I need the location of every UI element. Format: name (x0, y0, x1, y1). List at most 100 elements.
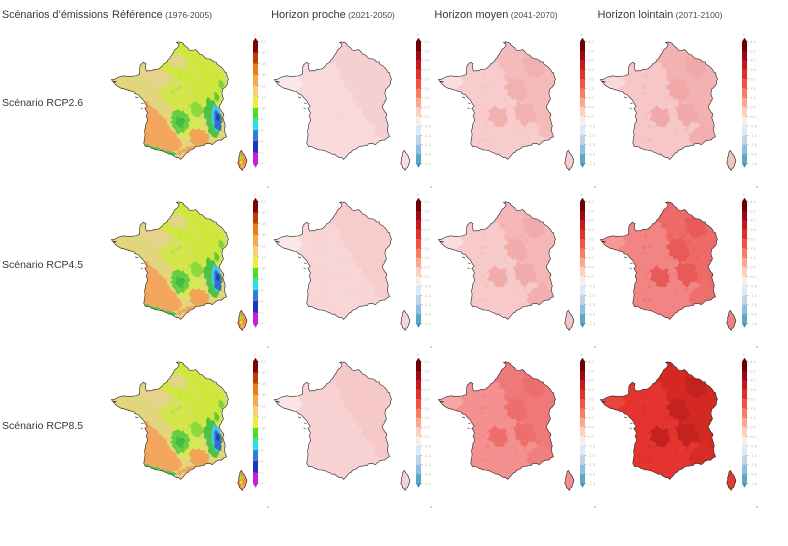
svg-text:-0.5: -0.5 (588, 283, 596, 288)
svg-text:0.0: 0.0 (424, 274, 430, 279)
svg-text:3.0: 3.0 (750, 58, 756, 63)
svg-text:0.5: 0.5 (588, 425, 594, 430)
svg-text:12: 12 (261, 254, 266, 259)
svg-text:3.5: 3.5 (424, 368, 430, 373)
svg-text:0.5: 0.5 (750, 265, 756, 270)
svg-text:2.5: 2.5 (588, 67, 594, 72)
svg-text:Horizon proche (2021-2050): Horizon proche (2021-2050) (271, 9, 395, 21)
svg-text:-1.5: -1.5 (588, 142, 596, 147)
svg-text:Scénario RCP4.5: Scénario RCP4.5 (2, 259, 83, 271)
svg-text:3.0: 3.0 (424, 218, 430, 223)
svg-text:4: 4 (261, 139, 264, 144)
svg-text:10: 10 (261, 105, 266, 110)
svg-text:°C: °C (580, 353, 584, 357)
svg-text:0.5: 0.5 (588, 105, 594, 110)
svg-text:1.0: 1.0 (588, 255, 594, 260)
svg-text:-2.5: -2.5 (424, 161, 432, 166)
svg-text:0: 0 (261, 481, 264, 486)
svg-text:14: 14 (261, 83, 266, 88)
svg-text:18: 18 (261, 61, 266, 66)
svg-text:18: 18 (261, 381, 266, 386)
svg-text:-2.0: -2.0 (424, 472, 432, 477)
svg-text:4: 4 (261, 459, 264, 464)
svg-text:10: 10 (261, 265, 266, 270)
svg-text:-2.5: -2.5 (588, 161, 596, 166)
svg-text:-0.5: -0.5 (750, 443, 758, 448)
svg-text:°C: °C (580, 193, 584, 197)
svg-text:-1.5: -1.5 (424, 462, 432, 467)
svg-text:-1.0: -1.0 (424, 133, 432, 138)
svg-text:4.0: 4.0 (588, 39, 594, 44)
svg-text:-0.5: -0.5 (424, 123, 432, 128)
svg-text:-2.0: -2.0 (424, 312, 432, 317)
svg-text:2.5: 2.5 (750, 387, 756, 392)
svg-text:-1.0: -1.0 (588, 133, 596, 138)
svg-text:2.5: 2.5 (750, 227, 756, 232)
svg-text:3.0: 3.0 (424, 378, 430, 383)
svg-text:-1.0: -1.0 (588, 293, 596, 298)
svg-text:°C: °C (253, 353, 257, 357)
svg-text:4.0: 4.0 (588, 359, 594, 364)
svg-text:2.0: 2.0 (750, 396, 756, 401)
svg-text:18: 18 (261, 221, 266, 226)
svg-text:10: 10 (261, 425, 266, 430)
svg-text:°C: °C (580, 33, 584, 37)
svg-text:0.5: 0.5 (750, 425, 756, 430)
svg-text:-2.5: -2.5 (588, 481, 596, 486)
svg-text:22: 22 (261, 199, 266, 204)
svg-text:-2.0: -2.0 (588, 312, 596, 317)
svg-text:6: 6 (261, 128, 264, 133)
svg-text:1.5: 1.5 (750, 406, 756, 411)
svg-text:1.5: 1.5 (750, 246, 756, 251)
svg-text:0: 0 (261, 161, 264, 166)
svg-text:-2.0: -2.0 (588, 472, 596, 477)
svg-text:3.0: 3.0 (750, 378, 756, 383)
svg-text:2.0: 2.0 (424, 236, 430, 241)
svg-text:2.5: 2.5 (588, 227, 594, 232)
svg-text:2.0: 2.0 (750, 236, 756, 241)
svg-text:20: 20 (261, 50, 266, 55)
svg-text:3.5: 3.5 (750, 208, 756, 213)
svg-text:1.5: 1.5 (424, 86, 430, 91)
svg-text:°C: °C (416, 193, 420, 197)
svg-text:0.0: 0.0 (588, 274, 594, 279)
svg-text:3.5: 3.5 (588, 48, 594, 53)
svg-text:14: 14 (261, 403, 266, 408)
svg-text:-0.5: -0.5 (750, 123, 758, 128)
svg-text:3.5: 3.5 (424, 48, 430, 53)
svg-text:12: 12 (261, 94, 266, 99)
svg-text:-0.5: -0.5 (424, 443, 432, 448)
svg-text:8: 8 (261, 437, 264, 442)
svg-text:1.0: 1.0 (424, 415, 430, 420)
svg-text:3.0: 3.0 (588, 378, 594, 383)
svg-text:4.0: 4.0 (424, 359, 430, 364)
svg-text:2.0: 2.0 (588, 76, 594, 81)
svg-text:1.5: 1.5 (424, 406, 430, 411)
svg-text:2.5: 2.5 (588, 387, 594, 392)
svg-text:3.5: 3.5 (588, 208, 594, 213)
svg-text:°C: °C (742, 353, 746, 357)
svg-text:3.5: 3.5 (750, 368, 756, 373)
svg-text:3.5: 3.5 (588, 368, 594, 373)
svg-text:-1.0: -1.0 (750, 133, 758, 138)
svg-text:4.0: 4.0 (588, 199, 594, 204)
svg-text:6: 6 (261, 288, 264, 293)
svg-text:-1.5: -1.5 (424, 142, 432, 147)
svg-text:1.5: 1.5 (588, 406, 594, 411)
svg-text:Horizon lointain (2071-2100): Horizon lointain (2071-2100) (597, 9, 722, 21)
svg-text:-0.5: -0.5 (750, 283, 758, 288)
svg-text:3.0: 3.0 (750, 218, 756, 223)
svg-text:2: 2 (261, 310, 264, 315)
svg-text:2.0: 2.0 (424, 396, 430, 401)
svg-text:1.5: 1.5 (424, 246, 430, 251)
svg-text:Référence (1976-2005): Référence (1976-2005) (112, 9, 212, 21)
svg-text:0.0: 0.0 (424, 114, 430, 119)
svg-text:2: 2 (261, 150, 264, 155)
svg-text:-1.0: -1.0 (424, 453, 432, 458)
svg-text:16: 16 (261, 392, 266, 397)
svg-text:Scénario RCP8.5: Scénario RCP8.5 (2, 420, 83, 432)
svg-text:-2.0: -2.0 (750, 472, 758, 477)
svg-text:°C: °C (253, 193, 257, 197)
svg-text:0.5: 0.5 (424, 425, 430, 430)
svg-text:-1.5: -1.5 (588, 462, 596, 467)
